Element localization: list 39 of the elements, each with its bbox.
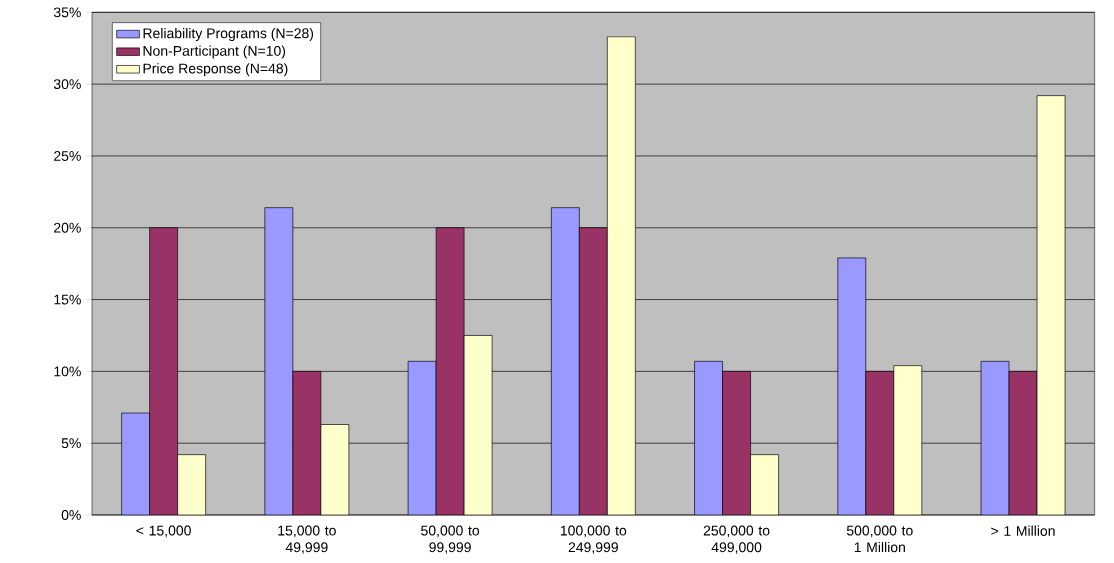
bar	[407, 360, 437, 515]
y-tick-label: 5%	[61, 438, 81, 449]
bar	[606, 36, 636, 515]
x-tick-label: < 15,000	[136, 525, 191, 538]
y-tick-label: 30%	[53, 79, 81, 90]
legend-label: Non-Participant (N=10)	[143, 45, 286, 59]
bar	[121, 412, 150, 515]
x-tick-label: 50,000 to 99,999	[421, 525, 480, 554]
y-tick-label: 0%	[61, 510, 81, 520]
x-tick-label: 15,000 to 49,999	[278, 525, 336, 554]
bar	[837, 257, 867, 515]
bar	[578, 227, 608, 515]
bar	[264, 207, 294, 515]
legend-label: Reliability Programs (N=28)	[143, 27, 314, 42]
y-tick-label: 35%	[53, 7, 81, 18]
y-tick-label: 20%	[54, 222, 81, 233]
bar	[292, 371, 322, 515]
y-tick-label: 10%	[54, 366, 81, 377]
bar	[1036, 95, 1066, 515]
y-tick-label: 15%	[54, 294, 81, 305]
bar	[865, 371, 895, 515]
x-tick-label: 250,000 to 499,000	[703, 525, 770, 554]
bar	[435, 227, 465, 515]
bar	[893, 365, 923, 515]
bar	[694, 360, 723, 515]
bar	[550, 207, 580, 515]
bar	[177, 454, 206, 515]
x-tick-label: 100,000 to 249,999	[560, 525, 627, 554]
legend-label: Price Response (N=48)	[143, 63, 288, 77]
x-tick-label: 500,000 to 1 Million	[846, 525, 913, 553]
x-tick-label: > 1 Million	[991, 525, 1055, 536]
bar	[320, 424, 350, 515]
bar	[149, 227, 178, 515]
bar	[980, 360, 1010, 515]
bar	[750, 454, 779, 515]
y-tick-label: 25%	[54, 151, 81, 161]
bar	[722, 371, 751, 515]
bar	[463, 335, 493, 515]
bar	[1008, 371, 1038, 515]
